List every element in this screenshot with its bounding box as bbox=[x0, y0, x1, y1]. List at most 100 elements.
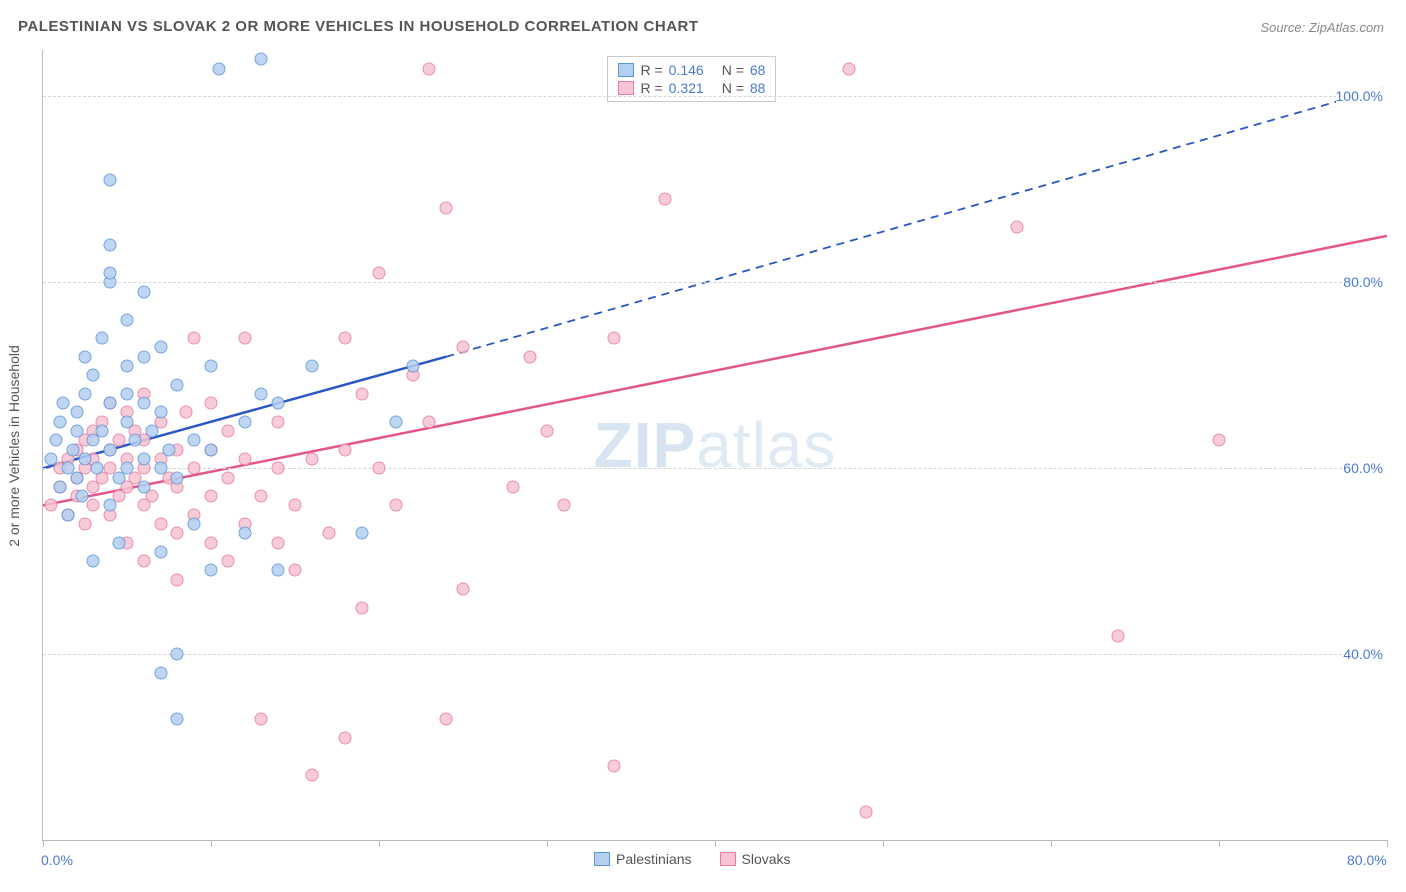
scatter-point-palestinians bbox=[87, 369, 100, 382]
plot-area: ZIPatlas R = 0.146N = 68R = 0.321N = 88 … bbox=[42, 50, 1387, 841]
scatter-point-slovaks bbox=[322, 527, 335, 540]
scatter-point-slovaks bbox=[221, 471, 234, 484]
scatter-point-slovaks bbox=[608, 332, 621, 345]
scatter-point-palestinians bbox=[121, 313, 134, 326]
legend-row-slovaks: R = 0.321N = 88 bbox=[618, 79, 765, 97]
scatter-point-slovaks bbox=[356, 601, 369, 614]
scatter-point-palestinians bbox=[57, 397, 70, 410]
scatter-point-slovaks bbox=[457, 341, 470, 354]
x-tick bbox=[211, 840, 212, 847]
scatter-point-palestinians bbox=[255, 387, 268, 400]
scatter-point-palestinians bbox=[121, 387, 134, 400]
scatter-point-slovaks bbox=[339, 443, 352, 456]
legend-r-label: R = bbox=[640, 62, 662, 78]
scatter-point-slovaks bbox=[1112, 629, 1125, 642]
watermark: ZIPatlas bbox=[594, 408, 837, 482]
scatter-point-slovaks bbox=[79, 518, 92, 531]
scatter-point-palestinians bbox=[137, 480, 150, 493]
scatter-point-palestinians bbox=[104, 239, 117, 252]
scatter-point-palestinians bbox=[272, 397, 285, 410]
scatter-point-palestinians bbox=[171, 378, 184, 391]
scatter-point-palestinians bbox=[146, 425, 159, 438]
scatter-point-palestinians bbox=[50, 434, 63, 447]
y-axis-label: 2 or more Vehicles in Household bbox=[6, 345, 22, 547]
scatter-point-slovaks bbox=[541, 425, 554, 438]
scatter-point-palestinians bbox=[67, 443, 80, 456]
scatter-point-palestinians bbox=[154, 666, 167, 679]
scatter-point-palestinians bbox=[121, 462, 134, 475]
scatter-point-palestinians bbox=[171, 713, 184, 726]
scatter-point-palestinians bbox=[163, 443, 176, 456]
scatter-point-palestinians bbox=[79, 452, 92, 465]
y-tick-label: 40.0% bbox=[1343, 646, 1389, 662]
scatter-point-palestinians bbox=[171, 471, 184, 484]
scatter-point-palestinians bbox=[53, 480, 66, 493]
scatter-point-palestinians bbox=[137, 452, 150, 465]
scatter-point-slovaks bbox=[205, 397, 218, 410]
scatter-point-palestinians bbox=[121, 415, 134, 428]
x-tick bbox=[1387, 840, 1388, 847]
scatter-point-slovaks bbox=[137, 555, 150, 568]
scatter-point-slovaks bbox=[557, 499, 570, 512]
scatter-point-slovaks bbox=[238, 332, 251, 345]
watermark-bold: ZIP bbox=[594, 409, 697, 481]
scatter-point-palestinians bbox=[389, 415, 402, 428]
scatter-point-palestinians bbox=[62, 508, 75, 521]
scatter-point-palestinians bbox=[70, 406, 83, 419]
y-tick-label: 80.0% bbox=[1343, 274, 1389, 290]
scatter-point-slovaks bbox=[205, 490, 218, 503]
scatter-point-palestinians bbox=[79, 350, 92, 363]
scatter-point-slovaks bbox=[171, 527, 184, 540]
x-tick bbox=[715, 840, 716, 847]
scatter-point-palestinians bbox=[121, 360, 134, 373]
scatter-point-palestinians bbox=[129, 434, 142, 447]
scatter-point-slovaks bbox=[608, 759, 621, 772]
scatter-point-palestinians bbox=[87, 555, 100, 568]
scatter-point-slovaks bbox=[255, 490, 268, 503]
legend-series-label: Slovaks bbox=[742, 851, 791, 867]
scatter-point-slovaks bbox=[188, 462, 201, 475]
legend-r-label: R = bbox=[640, 80, 662, 96]
scatter-point-slovaks bbox=[843, 62, 856, 75]
scatter-point-palestinians bbox=[104, 397, 117, 410]
legend-top: R = 0.146N = 68R = 0.321N = 88 bbox=[607, 56, 776, 102]
scatter-point-palestinians bbox=[255, 53, 268, 66]
scatter-point-palestinians bbox=[104, 267, 117, 280]
scatter-point-palestinians bbox=[188, 434, 201, 447]
scatter-point-slovaks bbox=[373, 267, 386, 280]
scatter-point-palestinians bbox=[137, 397, 150, 410]
scatter-point-palestinians bbox=[95, 425, 108, 438]
legend-swatch bbox=[594, 852, 610, 866]
x-tick-label: 80.0% bbox=[1347, 852, 1387, 868]
legend-n-label: N = bbox=[722, 80, 744, 96]
scatter-point-slovaks bbox=[339, 332, 352, 345]
x-tick bbox=[883, 840, 884, 847]
scatter-point-palestinians bbox=[104, 174, 117, 187]
scatter-point-slovaks bbox=[272, 536, 285, 549]
scatter-point-slovaks bbox=[860, 806, 873, 819]
gridline-h bbox=[43, 282, 1387, 283]
scatter-point-palestinians bbox=[205, 443, 218, 456]
x-tick bbox=[1219, 840, 1220, 847]
scatter-point-slovaks bbox=[423, 62, 436, 75]
scatter-point-slovaks bbox=[238, 452, 251, 465]
scatter-point-palestinians bbox=[75, 490, 88, 503]
scatter-point-slovaks bbox=[457, 583, 470, 596]
scatter-point-palestinians bbox=[205, 564, 218, 577]
scatter-point-palestinians bbox=[305, 360, 318, 373]
scatter-point-slovaks bbox=[179, 406, 192, 419]
scatter-point-palestinians bbox=[90, 462, 103, 475]
watermark-light: atlas bbox=[696, 409, 836, 481]
scatter-point-palestinians bbox=[95, 332, 108, 345]
scatter-point-slovaks bbox=[87, 499, 100, 512]
scatter-point-slovaks bbox=[1213, 434, 1226, 447]
scatter-point-palestinians bbox=[137, 285, 150, 298]
source-label: Source: ZipAtlas.com bbox=[1260, 20, 1384, 35]
scatter-point-palestinians bbox=[154, 341, 167, 354]
x-tick bbox=[547, 840, 548, 847]
scatter-point-slovaks bbox=[305, 452, 318, 465]
legend-swatch bbox=[720, 852, 736, 866]
scatter-point-palestinians bbox=[154, 406, 167, 419]
legend-r-value: 0.321 bbox=[669, 80, 704, 96]
legend-bottom-item-slovaks: Slovaks bbox=[720, 850, 791, 868]
